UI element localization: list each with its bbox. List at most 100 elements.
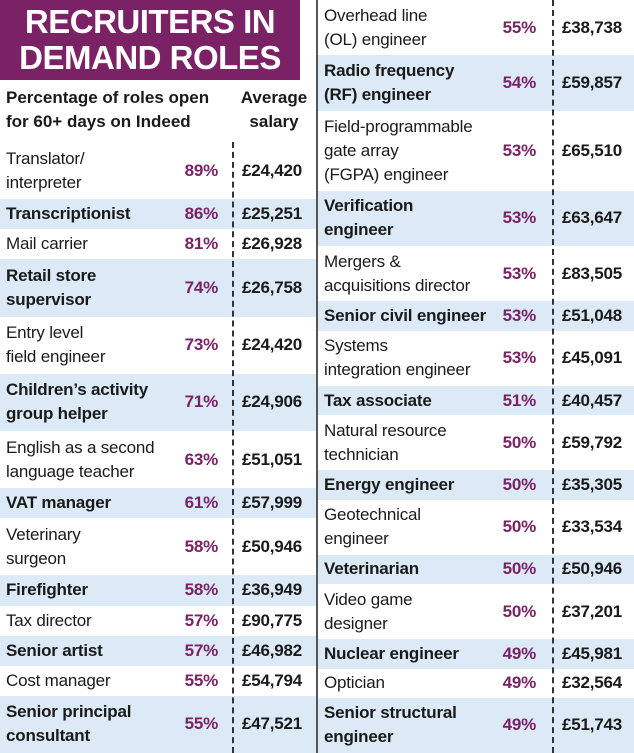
- table-row: Transcriptionist 86% £25,251: [0, 199, 316, 230]
- salary-cell: £59,792: [562, 431, 622, 455]
- table-row: VAT manager 61% £57,999: [0, 488, 316, 519]
- percentage-value: 55%: [502, 17, 537, 37]
- role-line: engineer: [324, 727, 394, 747]
- role-line: (RF) engineer: [324, 85, 431, 105]
- role-line: Systems: [324, 336, 388, 356]
- table-row: Entry level field engineer 73% £24,420: [0, 317, 316, 374]
- percentage-value: 50%: [502, 432, 537, 452]
- percentage-value: 54%: [502, 73, 537, 93]
- salary-value: £45,091: [562, 348, 623, 368]
- percentage-value: 53%: [502, 348, 537, 368]
- percentage-value: 73%: [184, 335, 219, 355]
- salary-value: £24,420: [242, 160, 303, 180]
- role-cell: Nuclear engineer: [324, 642, 459, 666]
- role-line: Firefighter: [6, 580, 88, 600]
- role-line: Geotechnical: [324, 505, 421, 525]
- percentage-value: 89%: [184, 160, 219, 180]
- role-line: Overhead line: [324, 5, 428, 25]
- percentage-cell: 61%: [158, 491, 219, 515]
- percentage-value: 58%: [184, 536, 219, 556]
- percentage-cell: 53%: [476, 206, 537, 230]
- role-line: consultant: [6, 726, 90, 746]
- salary-cell: £33,534: [562, 515, 622, 539]
- percentage-value: 49%: [502, 643, 537, 663]
- dashed-divider: [552, 0, 554, 753]
- table-row: Retail store supervisor 74% £26,758: [0, 259, 316, 317]
- salary-value: £50,946: [242, 536, 303, 556]
- percentage-cell: 71%: [158, 390, 219, 414]
- role-cell: Firefighter: [6, 578, 88, 602]
- percentage-cell: 49%: [476, 642, 537, 666]
- percentage-cell: 55%: [476, 16, 537, 40]
- header-line: salary: [249, 112, 299, 131]
- salary-value: £38,738: [562, 17, 623, 37]
- role-cell: Optician: [324, 671, 385, 695]
- salary-value: £26,758: [242, 277, 303, 297]
- salary-cell: £24,906: [242, 390, 302, 414]
- role-cell: Entry level field engineer: [6, 321, 105, 369]
- salary-value: £32,564: [562, 673, 623, 693]
- percentage-cell: 55%: [158, 669, 219, 693]
- role-line: Tax associate: [324, 390, 432, 410]
- percentage-value: 53%: [502, 208, 537, 228]
- role-line: Verification: [324, 196, 414, 216]
- table-row: Mail carrier 81% £26,928: [0, 229, 316, 259]
- table-row: Translator/interpreter 89% £24,420: [0, 142, 316, 199]
- salary-value: £36,949: [242, 580, 303, 600]
- percentage-cell: 57%: [158, 609, 219, 633]
- role-cell: Retail store supervisor: [6, 264, 96, 312]
- percentage-value: 50%: [502, 559, 537, 579]
- table-row: Overhead line (OL) engineer 55% £38,738: [318, 0, 634, 55]
- percentage-value: 57%: [184, 610, 219, 630]
- role-cell: Tax director: [6, 609, 92, 633]
- salary-value: £26,928: [242, 234, 303, 254]
- salary-value: £46,982: [242, 640, 303, 660]
- table-row: Systems integration engineer 53% £45,091: [318, 331, 634, 386]
- percentage-value: 57%: [184, 640, 219, 660]
- role-cell: Verification engineer: [324, 194, 413, 242]
- role-line: Field-programmable: [324, 116, 473, 136]
- percentage-cell: 74%: [158, 276, 219, 300]
- percentage-cell: 51%: [476, 389, 537, 413]
- table-row: Tax associate 51% £40,457: [318, 385, 634, 416]
- salary-cell: £83,505: [562, 262, 622, 286]
- table-row: Tax director 57% £90,775: [0, 606, 316, 636]
- table-row: Radio frequency (RF) engineer 54% £59,857: [318, 55, 634, 111]
- role-line: engineer: [324, 220, 394, 240]
- salary-value: £59,857: [562, 73, 623, 93]
- percentage-cell: 53%: [476, 304, 537, 328]
- role-cell: English as a second language teacher: [6, 436, 155, 484]
- role-line: Natural resource: [324, 420, 447, 440]
- percentage-cell: 50%: [476, 600, 537, 624]
- role-line: technician: [324, 444, 399, 464]
- salary-value: £24,906: [242, 392, 303, 412]
- role-line: acquisitions director: [324, 275, 471, 295]
- percentage-value: 71%: [184, 392, 219, 412]
- salary-value: £37,201: [562, 601, 623, 621]
- percentage-cell: 55%: [158, 712, 219, 736]
- role-cell: VAT manager: [6, 491, 111, 515]
- table-row: Veterinarian 50% £50,946: [318, 554, 634, 585]
- role-line: engineer: [324, 529, 389, 549]
- title-line: DEMAND ROLES: [19, 39, 281, 76]
- salary-value: £63,647: [562, 208, 623, 228]
- percentage-cell: 58%: [158, 578, 219, 602]
- percentage-value: 63%: [184, 449, 219, 469]
- salary-value: £90,775: [242, 610, 303, 630]
- percentage-cell: 50%: [476, 515, 537, 539]
- salary-value: £24,420: [242, 335, 303, 355]
- role-cell: Radio frequency (RF) engineer: [324, 59, 454, 107]
- role-cell: Veterinary surgeon: [6, 523, 81, 571]
- salary-value: £51,048: [562, 306, 623, 326]
- salary-cell: £45,091: [562, 346, 622, 370]
- role-line: designer: [324, 613, 388, 633]
- header-salary: Average salary: [234, 86, 314, 134]
- salary-cell: £50,946: [242, 535, 302, 559]
- role-cell: Mergers & acquisitions director: [324, 250, 470, 298]
- title: RECRUITERS IN DEMAND ROLES: [0, 0, 300, 80]
- table-row: Verification engineer 53% £63,647: [318, 190, 634, 247]
- percentage-value: 61%: [184, 493, 219, 513]
- salary-value: £40,457: [562, 390, 623, 410]
- role-line: Veterinarian: [324, 559, 419, 579]
- percentage-value: 50%: [502, 517, 537, 537]
